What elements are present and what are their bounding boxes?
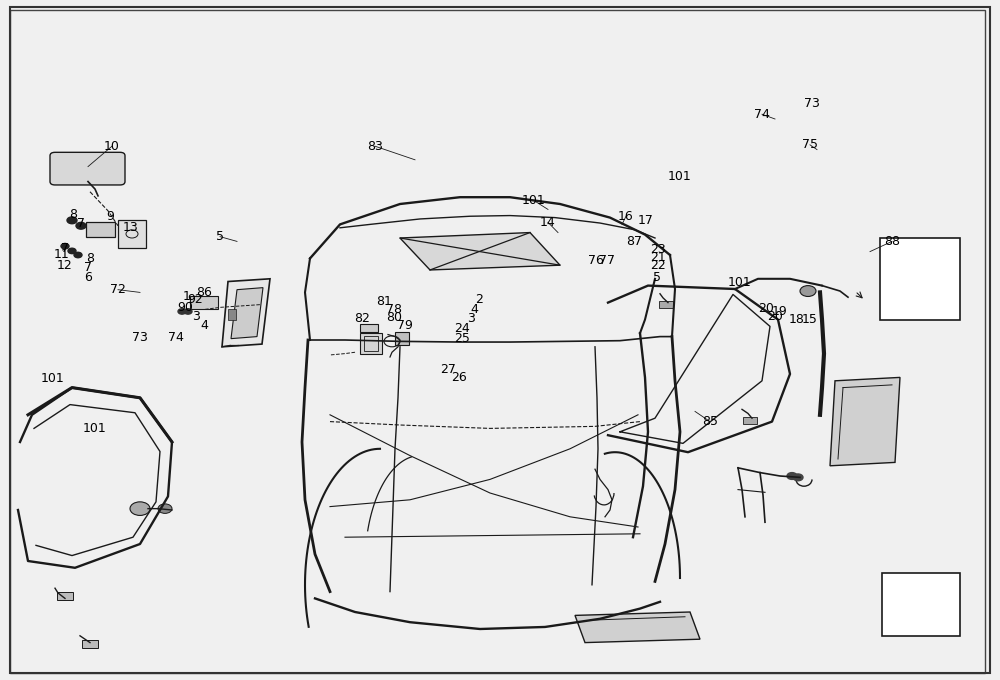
Circle shape — [67, 217, 77, 224]
Text: 76: 76 — [588, 254, 604, 267]
Text: 7: 7 — [77, 216, 85, 230]
FancyBboxPatch shape — [50, 152, 125, 185]
Text: 24: 24 — [454, 322, 470, 335]
Text: 2: 2 — [475, 292, 483, 306]
Text: 101: 101 — [41, 371, 65, 385]
Text: 12: 12 — [57, 258, 73, 272]
Text: 73: 73 — [132, 330, 148, 344]
Text: 72: 72 — [110, 283, 126, 296]
FancyBboxPatch shape — [82, 640, 98, 648]
Text: 80: 80 — [386, 311, 402, 324]
Text: 83: 83 — [367, 139, 383, 153]
Text: 20: 20 — [758, 301, 774, 315]
Circle shape — [74, 252, 82, 258]
Circle shape — [76, 222, 86, 229]
Text: 23: 23 — [650, 243, 666, 256]
Polygon shape — [400, 233, 560, 270]
Text: 18: 18 — [789, 313, 805, 326]
Text: 27: 27 — [440, 362, 456, 376]
Bar — [364, 336, 378, 351]
Text: 26: 26 — [451, 371, 467, 384]
Bar — [360, 324, 378, 332]
Text: 16: 16 — [618, 209, 634, 223]
Text: 87: 87 — [626, 235, 642, 248]
Text: 20: 20 — [767, 309, 783, 323]
Text: 92: 92 — [187, 292, 203, 306]
Text: 77: 77 — [599, 254, 615, 267]
Text: 4: 4 — [470, 303, 478, 316]
Circle shape — [68, 248, 76, 254]
Text: 19: 19 — [772, 305, 788, 318]
FancyBboxPatch shape — [86, 222, 115, 237]
Text: 82: 82 — [354, 311, 370, 325]
FancyBboxPatch shape — [743, 417, 757, 424]
Bar — [228, 309, 236, 320]
Polygon shape — [222, 279, 270, 347]
Circle shape — [130, 502, 150, 515]
Text: 1: 1 — [183, 290, 191, 303]
Text: 88: 88 — [884, 235, 900, 248]
Text: 13: 13 — [123, 221, 139, 235]
Text: 85: 85 — [702, 415, 718, 428]
Circle shape — [800, 286, 816, 296]
Circle shape — [793, 474, 803, 481]
Text: 14: 14 — [540, 216, 556, 229]
FancyBboxPatch shape — [659, 301, 673, 308]
Text: 101: 101 — [668, 170, 692, 184]
Text: 90: 90 — [177, 301, 193, 314]
Text: 22: 22 — [650, 258, 666, 272]
Text: 7: 7 — [61, 242, 69, 256]
Text: 74: 74 — [754, 107, 770, 121]
Text: 17: 17 — [638, 214, 654, 228]
Text: 25: 25 — [454, 332, 470, 345]
Text: 3: 3 — [467, 311, 475, 325]
Circle shape — [158, 504, 172, 513]
Bar — [190, 296, 218, 309]
Circle shape — [787, 473, 797, 479]
Text: 21: 21 — [650, 250, 666, 264]
Polygon shape — [575, 612, 700, 643]
Text: 81: 81 — [376, 294, 392, 308]
Text: 78: 78 — [386, 303, 402, 316]
Text: 86: 86 — [196, 286, 212, 299]
FancyBboxPatch shape — [57, 592, 73, 600]
Text: 74: 74 — [168, 331, 184, 345]
Circle shape — [178, 309, 186, 314]
Text: 9: 9 — [106, 209, 114, 223]
Text: 7: 7 — [84, 260, 92, 274]
Text: 79: 79 — [397, 318, 413, 332]
Text: 8: 8 — [69, 207, 77, 221]
Text: 73: 73 — [804, 97, 820, 110]
Text: 10: 10 — [104, 139, 120, 153]
Bar — [395, 332, 409, 345]
Text: 3: 3 — [192, 309, 200, 323]
Circle shape — [61, 243, 69, 249]
Text: 5: 5 — [216, 230, 224, 243]
Text: 101: 101 — [522, 194, 546, 207]
Text: 8: 8 — [86, 252, 94, 265]
Polygon shape — [231, 288, 263, 339]
Bar — [880, 238, 960, 320]
Text: 11: 11 — [54, 248, 70, 262]
Circle shape — [184, 309, 192, 314]
Text: 101: 101 — [83, 422, 107, 435]
Bar — [882, 573, 960, 636]
Text: 101: 101 — [728, 275, 752, 289]
Text: 5: 5 — [653, 271, 661, 284]
Text: 75: 75 — [802, 138, 818, 152]
Text: 4: 4 — [200, 318, 208, 332]
Polygon shape — [830, 377, 900, 466]
Bar — [118, 220, 146, 248]
Text: 15: 15 — [802, 313, 818, 326]
Bar — [360, 333, 382, 354]
Text: 6: 6 — [84, 271, 92, 284]
